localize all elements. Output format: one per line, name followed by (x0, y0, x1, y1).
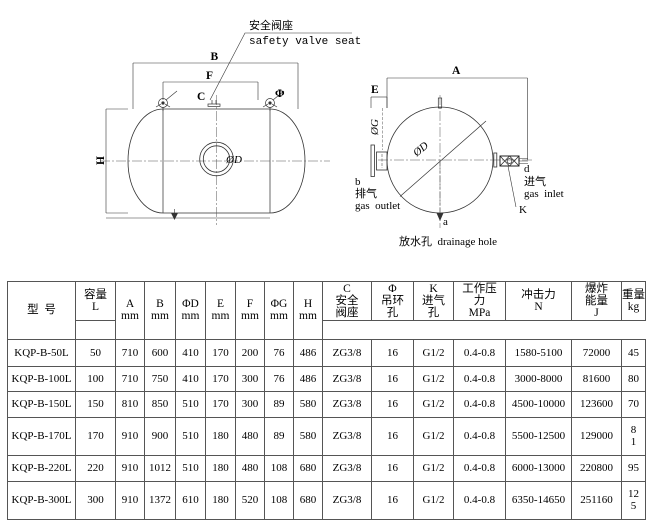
svg-text:ØG: ØG (369, 119, 381, 136)
svg-text:H: H (95, 156, 107, 165)
svg-text:排气: 排气 (355, 186, 377, 200)
svg-text:b: b (355, 176, 361, 188)
svg-text:放水孔 drainage hole: 放水孔 drainage hole (399, 234, 497, 248)
svg-text:进气: 进气 (524, 174, 546, 188)
svg-text:gas outlet: gas outlet (355, 200, 400, 212)
svg-text:安全阀座: 安全阀座 (249, 18, 293, 32)
svg-text:Φ: Φ (275, 88, 285, 100)
svg-text:ØD: ØD (410, 140, 431, 160)
svg-text:F: F (206, 70, 213, 82)
svg-text:C: C (197, 91, 205, 103)
svg-text:B: B (211, 51, 219, 63)
svg-text:ØD: ØD (225, 154, 242, 166)
svg-text:A: A (452, 65, 461, 77)
svg-text:d: d (524, 163, 530, 175)
svg-text:safety valve seat: safety valve seat (249, 36, 361, 48)
svg-text:E: E (371, 84, 379, 96)
svg-text:gas inlet: gas inlet (524, 188, 564, 200)
svg-text:K: K (519, 204, 527, 216)
svg-text:a: a (443, 216, 448, 228)
